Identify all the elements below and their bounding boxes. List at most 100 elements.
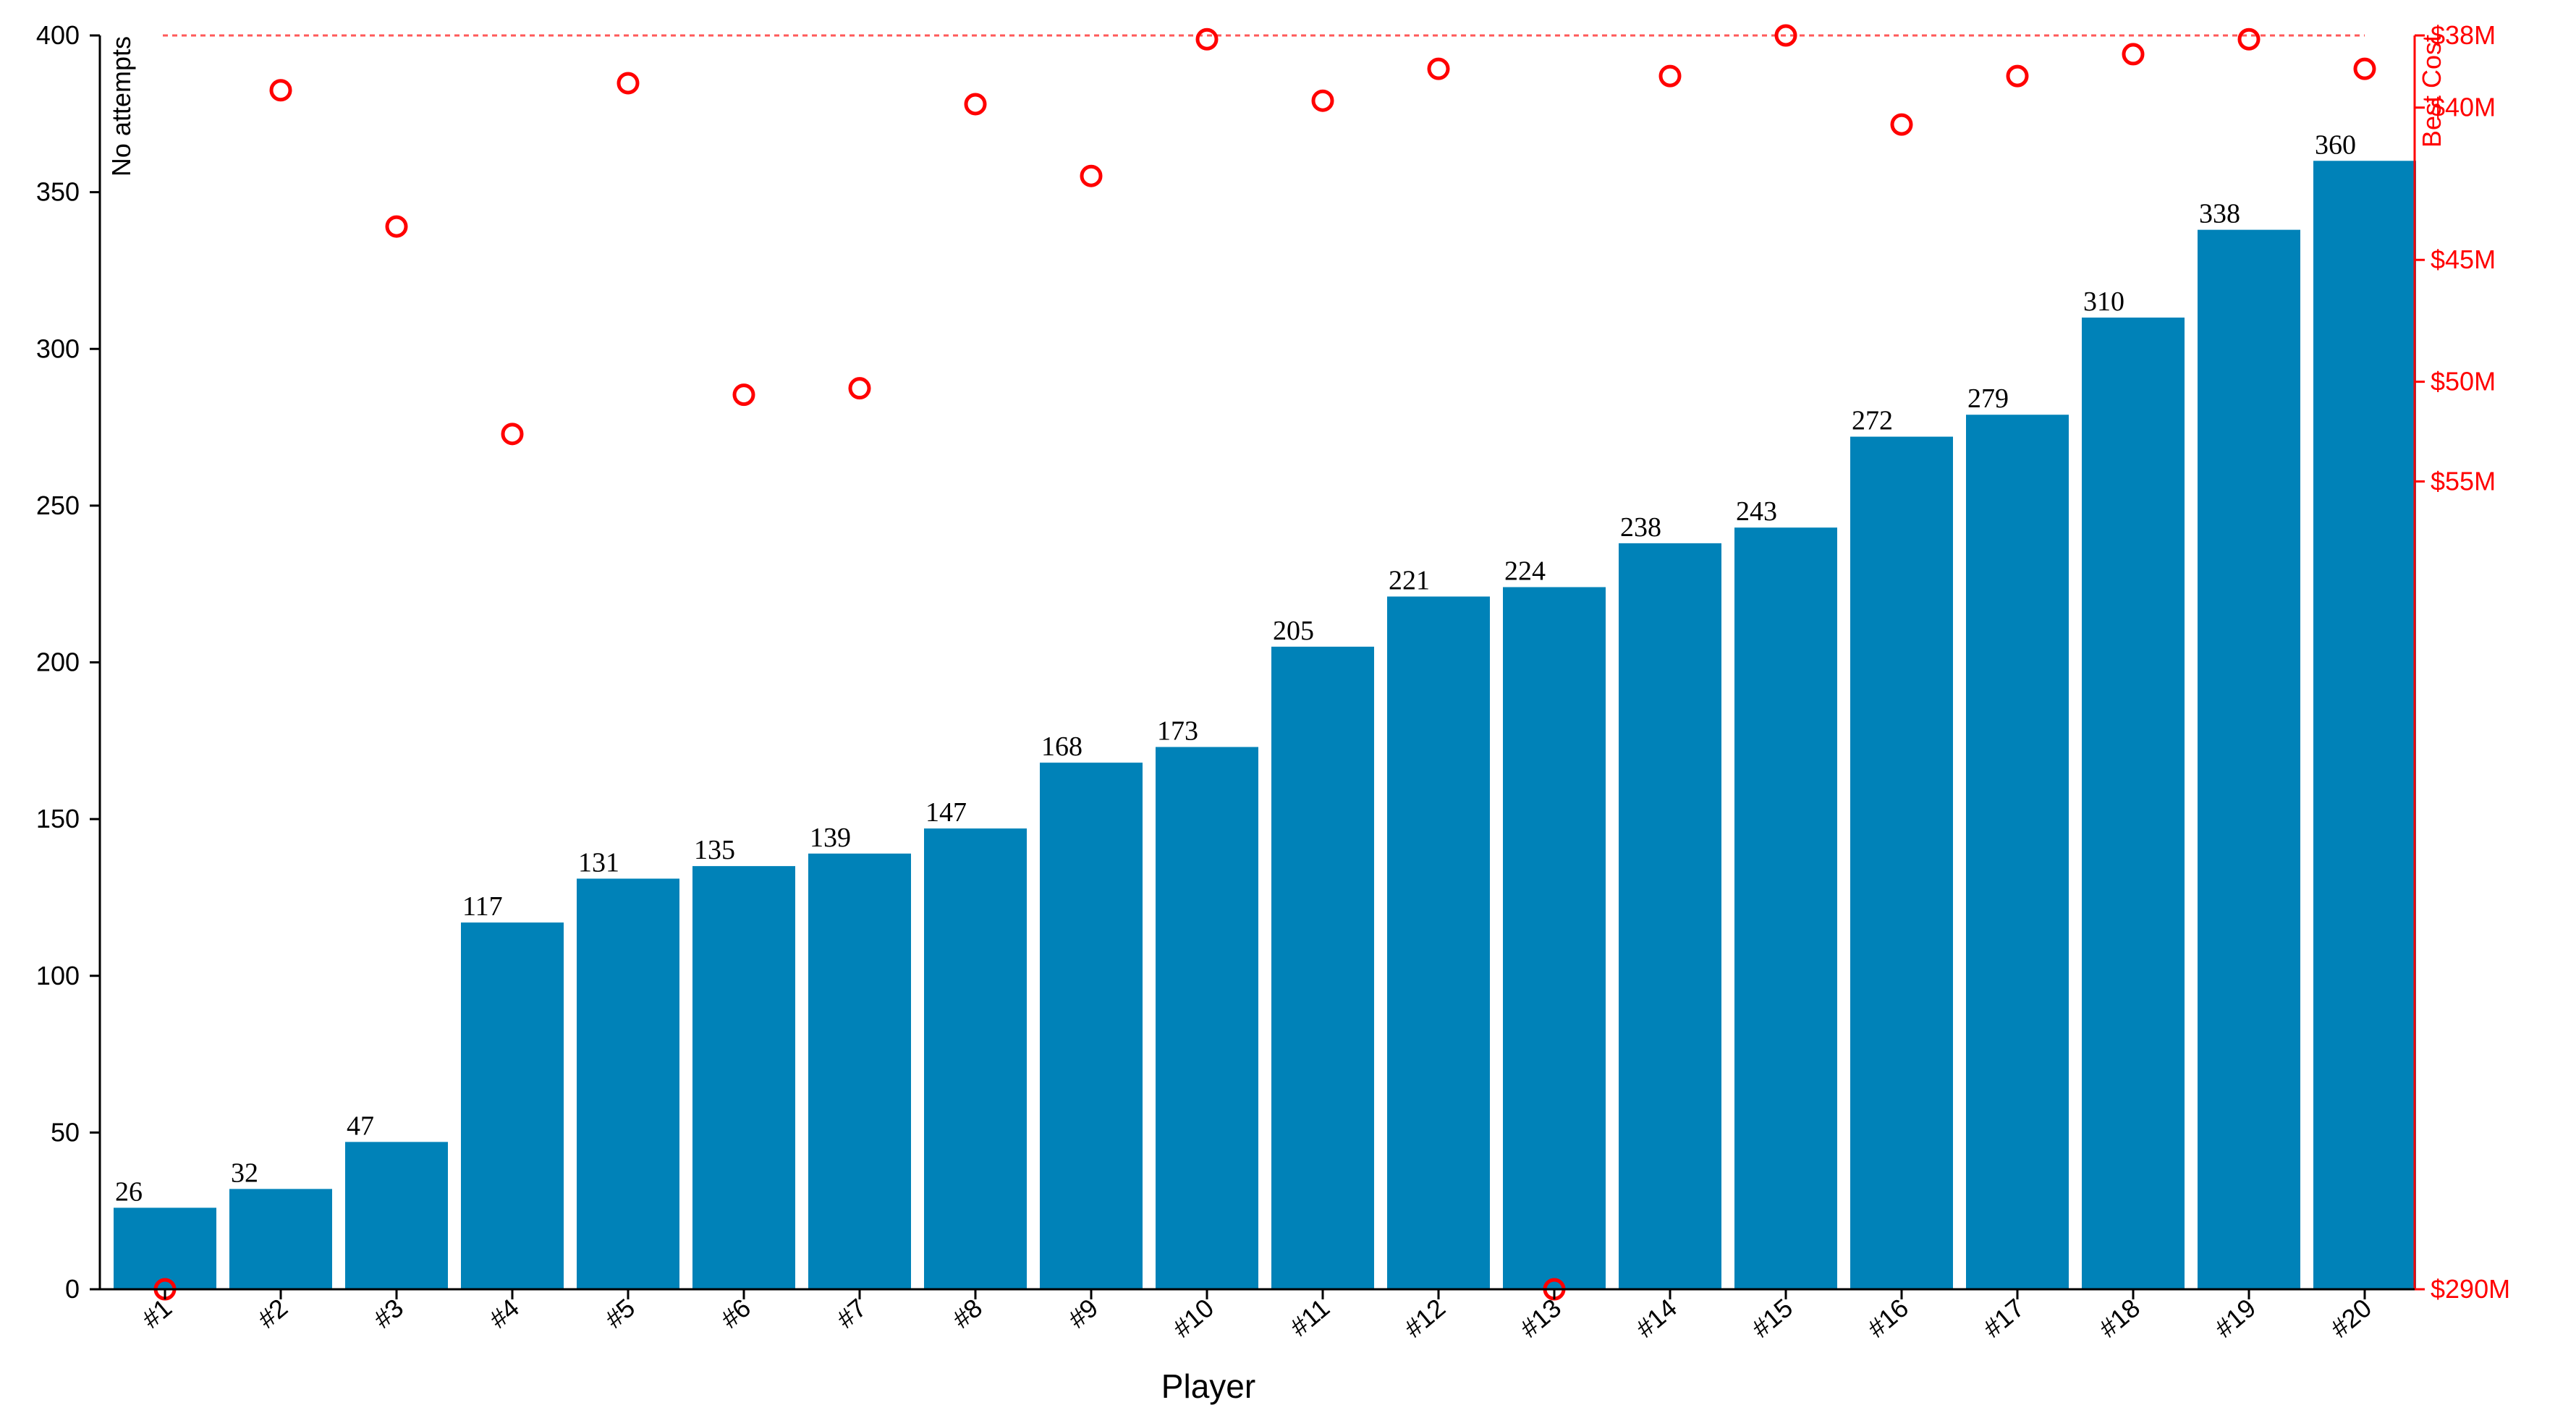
cost-marker-17 — [2006, 64, 2029, 88]
cost-marker-2 — [269, 79, 292, 102]
bar-label-2: 32 — [231, 1158, 258, 1188]
x-tick-label-6: #6 — [715, 1293, 756, 1334]
x-tick-label-5: #5 — [599, 1293, 640, 1334]
left-tick-label-150: 150 — [36, 804, 80, 833]
bar-6 — [692, 866, 795, 1289]
cost-marker-19 — [2237, 27, 2261, 51]
x-tick-label-9: #9 — [1062, 1293, 1103, 1334]
x-tick-label-18: #18 — [2093, 1293, 2145, 1344]
left-tick-label-100: 100 — [36, 961, 80, 990]
cost-marker-7 — [848, 377, 871, 400]
x-tick-label-17: #17 — [1978, 1293, 2030, 1344]
bar-label-5: 131 — [578, 847, 619, 878]
x-tick-label-3: #3 — [368, 1293, 409, 1334]
x-tick-label-1: #1 — [136, 1293, 177, 1334]
x-tick-label-2: #2 — [252, 1293, 293, 1334]
bar-5 — [577, 878, 679, 1289]
x-tick-label-8: #8 — [946, 1293, 988, 1334]
cost-marker-15 — [1774, 24, 1797, 47]
bar-3 — [345, 1142, 448, 1289]
cost-marker-20 — [2353, 57, 2376, 80]
bar-label-14: 238 — [1620, 512, 1661, 543]
x-tick-label-15: #15 — [1746, 1293, 1798, 1344]
x-tick-label-20: #20 — [2325, 1293, 2377, 1344]
cost-marker-18 — [2122, 43, 2145, 66]
bar-label-13: 224 — [1504, 556, 1546, 587]
x-tick-label-19: #19 — [2209, 1293, 2261, 1344]
cost-marker-12 — [1427, 57, 1450, 80]
bar-2 — [229, 1189, 332, 1289]
x-tick-label-16: #16 — [1862, 1293, 1914, 1344]
bar-labels-layer: 26 32 47 117 131 135 139 147 168 173 205 221 224 238 2… — [115, 130, 2356, 1207]
bar-15 — [1734, 527, 1837, 1289]
cost-marker-10 — [1195, 27, 1219, 51]
right-tick-label-50: $50M — [2431, 367, 2496, 396]
bar-12 — [1387, 596, 1490, 1289]
bars-layer — [114, 161, 2416, 1290]
bar-label-16: 272 — [1852, 406, 1893, 436]
bar-14 — [1619, 543, 1721, 1289]
bar-20 — [2313, 161, 2416, 1289]
left-tick-label-400: 400 — [36, 20, 80, 50]
bar-16 — [1850, 436, 1953, 1289]
right-tick-label-45: $45M — [2431, 245, 2496, 274]
bar-11 — [1271, 646, 1374, 1289]
cost-marker-8 — [964, 93, 987, 116]
right-axis-title: Best Cost — [2417, 35, 2446, 148]
bar-label-17: 279 — [1967, 383, 2009, 414]
bar-13 — [1503, 587, 1606, 1289]
bar-label-11: 205 — [1273, 616, 1314, 646]
bar-18 — [2082, 317, 2185, 1289]
bar-17 — [1966, 415, 2069, 1290]
left-tick-label-200: 200 — [36, 648, 80, 677]
bar-label-4: 117 — [462, 891, 503, 922]
left-axis-title: No attempts — [106, 36, 136, 177]
cost-marker-14 — [1658, 64, 1682, 88]
x-tick-label-7: #7 — [831, 1293, 872, 1334]
x-tick-label-12: #12 — [1399, 1293, 1451, 1344]
bar-label-6: 135 — [694, 835, 735, 865]
left-tick-label-300: 300 — [36, 334, 80, 363]
bar-8 — [924, 828, 1027, 1289]
cost-marker-16 — [1890, 113, 1913, 136]
bar-label-18: 310 — [2083, 287, 2124, 317]
bar-label-10: 173 — [1157, 716, 1198, 746]
cost-marker-5 — [617, 72, 640, 95]
cost-marker-11 — [1311, 89, 1334, 112]
cost-marker-3 — [385, 215, 408, 238]
bar-9 — [1040, 763, 1143, 1289]
bar-label-15: 243 — [1736, 496, 1777, 527]
left-tick-label-0: 0 — [65, 1274, 80, 1304]
right-tick-label-55: $55M — [2431, 466, 2496, 496]
x-tick-label-11: #11 — [1284, 1293, 1335, 1342]
left-axis: 0 50 100 150 200 250 300 350 400 — [36, 20, 101, 1304]
x-tick-label-14: #14 — [1630, 1293, 1682, 1344]
bar-label-19: 338 — [2199, 199, 2240, 229]
left-tick-label-350: 350 — [36, 177, 80, 207]
bar-7 — [808, 853, 911, 1289]
left-tick-label-50: 50 — [51, 1117, 80, 1147]
x-axis: #1 #2 #3 #4 #5 #6 #7 #8 #9 #10 #11 #12 #13 #14 #15 #16 #… — [100, 1288, 2415, 1344]
x-axis-title: Player — [1161, 1367, 1255, 1405]
right-tick-label-40: $40M — [2431, 93, 2496, 122]
bar-label-20: 360 — [2315, 130, 2356, 160]
cost-marker-6 — [732, 383, 755, 407]
bar-4 — [461, 922, 564, 1289]
x-tick-label-4: #4 — [483, 1293, 525, 1334]
bar-label-12: 221 — [1389, 566, 1430, 596]
right-tick-label-290: $290M — [2431, 1274, 2510, 1304]
bar-label-3: 47 — [347, 1111, 374, 1141]
bar-label-9: 168 — [1041, 731, 1082, 762]
left-tick-label-250: 250 — [36, 491, 80, 520]
x-tick-label-10: #10 — [1167, 1293, 1219, 1344]
right-tick-label-38: $38M — [2431, 20, 2496, 50]
right-axis: $38M $40M $45M $50M $55M $290M — [2413, 20, 2510, 1304]
bar-label-1: 26 — [115, 1176, 143, 1207]
bar-19 — [2198, 229, 2300, 1289]
cost-marker-9 — [1080, 164, 1103, 187]
x-tick-label-13: #13 — [1514, 1293, 1567, 1344]
bar-1 — [114, 1208, 216, 1289]
bar-label-7: 139 — [810, 823, 851, 853]
bar-label-8: 147 — [925, 797, 967, 828]
